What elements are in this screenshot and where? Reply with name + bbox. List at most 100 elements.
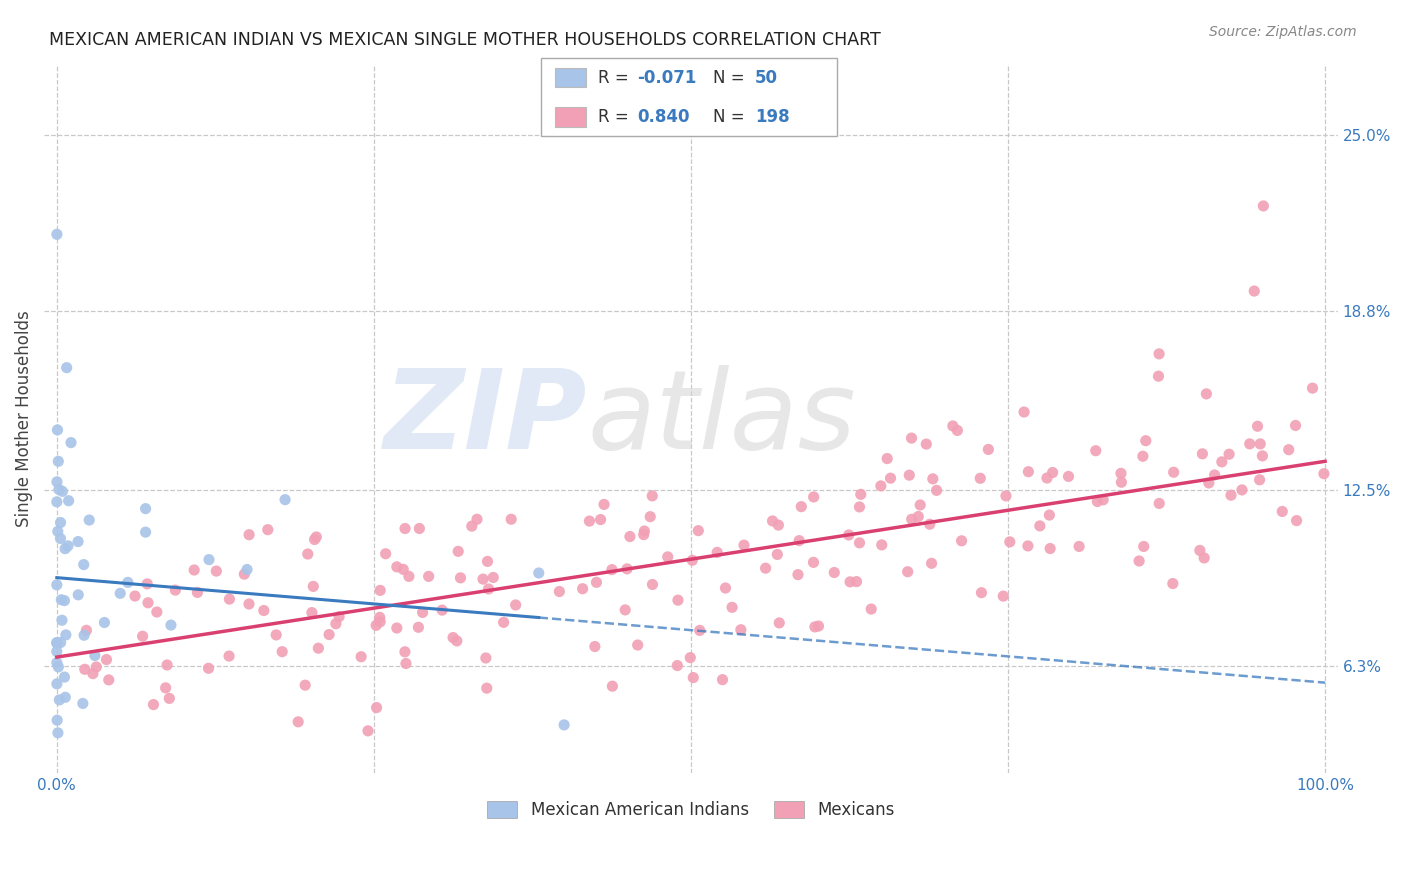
Point [45,636,67,650]
Point [1111,475,1133,490]
Text: R =: R = [598,69,634,87]
Point [155,681,177,695]
Point [666,658,689,673]
Point [898,468,921,483]
Point [350,649,373,664]
Point [730,623,752,637]
Point [918,517,941,532]
Point [77,513,100,527]
Point [48,693,70,707]
Point [845,574,868,589]
Point [218,592,240,607]
Point [368,583,391,598]
Point [45,635,67,649]
Point [368,610,391,624]
Point [848,536,870,550]
Point [238,527,260,541]
Point [1218,447,1240,461]
Point [907,509,929,524]
Point [614,603,637,617]
Point [49,532,72,546]
Point [1243,284,1265,298]
Point [305,530,328,544]
Point [1132,540,1154,554]
Point [146,605,169,619]
Point [688,524,710,538]
Point [1230,483,1253,497]
Point [450,571,472,585]
Point [325,616,347,631]
Point [48,660,70,674]
Point [46,454,69,468]
Point [946,424,969,438]
Point [477,582,499,596]
Point [1188,543,1211,558]
Point [666,593,689,607]
Point [679,650,702,665]
Point [977,442,1000,457]
Point [900,431,922,445]
Point [925,483,948,498]
Point [430,603,453,617]
Point [1036,471,1059,485]
Point [398,569,420,583]
Point [681,553,703,567]
Point [97,673,120,687]
Point [1039,541,1062,556]
Legend: Mexican American Indians, Mexicans: Mexican American Indians, Mexicans [481,794,901,825]
Point [593,497,616,511]
Point [721,600,744,615]
Point [1253,199,1275,213]
Point [205,564,228,578]
Point [46,423,69,437]
Point [1147,369,1170,384]
Point [1246,419,1268,434]
Point [394,645,416,659]
Point [318,627,340,641]
Point [849,487,872,501]
Point [477,554,499,568]
Point [711,673,734,687]
Point [998,534,1021,549]
Point [1284,418,1306,433]
Point [264,628,287,642]
Point [761,514,783,528]
Point [447,544,470,558]
Point [385,621,408,635]
Point [136,596,159,610]
Point [160,618,183,632]
Point [1069,540,1091,554]
Point [60,435,83,450]
Point [46,726,69,740]
Point [1163,465,1185,479]
Point [307,641,329,656]
Point [1109,467,1132,481]
Point [408,521,430,535]
Point [72,697,94,711]
Point [1161,576,1184,591]
Point [1132,449,1154,463]
Point [616,562,638,576]
Point [915,437,938,451]
Point [714,581,737,595]
Point [787,533,810,548]
Text: MEXICAN AMERICAN INDIAN VS MEXICAN SINGLE MOTHER HOUSEHOLDS CORRELATION CHART: MEXICAN AMERICAN INDIAN VS MEXICAN SINGL… [49,31,882,49]
Point [117,575,139,590]
Point [136,577,159,591]
Point [1092,492,1115,507]
Point [472,572,495,586]
Point [1278,442,1301,457]
Text: N =: N = [713,69,749,87]
Point [578,514,600,528]
Point [45,656,67,670]
Point [412,606,434,620]
Point [689,624,711,638]
Point [465,512,488,526]
Point [501,512,523,526]
Point [876,451,898,466]
Point [1195,387,1218,401]
Point [73,662,96,676]
Point [287,714,309,729]
Point [49,635,72,649]
Point [619,530,641,544]
